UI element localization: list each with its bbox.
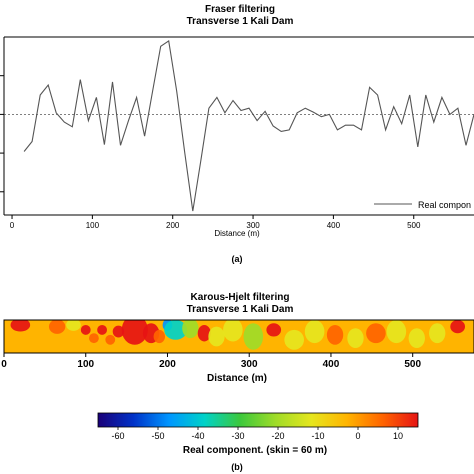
heatmap-anomaly xyxy=(182,320,199,339)
panel-a: Fraser filtering Transverse 1 Kali Dam 0… xyxy=(0,4,474,264)
panel-b-subtitle: Transverse 1 Kali Dam xyxy=(187,304,294,315)
x-tick-label: 200 xyxy=(166,221,180,230)
heatmap-anomaly xyxy=(153,329,166,344)
colorbar xyxy=(97,412,419,428)
x-tick-label: 400 xyxy=(327,221,341,230)
heatmap-anomaly xyxy=(80,324,91,335)
heatmap-frame xyxy=(3,319,474,354)
colorbar-tick-label: -40 xyxy=(191,431,204,441)
heatmap-anomaly xyxy=(366,323,386,344)
x-tick-label: 300 xyxy=(241,359,258,370)
panel-a-caption: (a) xyxy=(232,254,243,264)
panel-a-y-ticks xyxy=(0,75,4,193)
colorbar-tick-label: 0 xyxy=(355,431,360,441)
heatmap-anomaly xyxy=(326,324,344,345)
heatmap-anomaly xyxy=(34,322,48,335)
colorbar-tick-label: -60 xyxy=(111,431,124,441)
heatmap-anomaly xyxy=(66,320,81,331)
heatmap-anomaly xyxy=(208,326,225,347)
heatmap-anomaly xyxy=(284,329,304,350)
colorbar-tick-label: 10 xyxy=(393,431,403,441)
x-tick-label: 100 xyxy=(77,359,94,370)
heatmap-anomaly xyxy=(386,320,407,344)
colorbar-tick-label: -20 xyxy=(271,431,284,441)
panel-a-title: Fraser filtering xyxy=(205,4,275,15)
x-tick-label: 100 xyxy=(86,221,100,230)
heatmap-anomaly xyxy=(304,320,325,344)
heatmap-anomaly xyxy=(105,334,116,345)
panel-b: Karous-Hjelt filtering Transverse 1 Kali… xyxy=(1,292,474,472)
colorbar-tick-label: -10 xyxy=(311,431,324,441)
heatmap-anomaly xyxy=(197,324,211,342)
heatmap-anomaly xyxy=(243,323,264,350)
x-tick-label: 200 xyxy=(159,359,176,370)
panel-b-x-ticks: 0 100 200 300 400 500 xyxy=(1,353,421,370)
panel-a-x-ticks: 0 100 200 300 400 500 xyxy=(10,215,421,230)
x-tick-label: 0 xyxy=(10,221,15,230)
panel-b-x-axis-label: Distance (m) xyxy=(207,373,267,384)
panel-a-subtitle: Transverse 1 Kali Dam xyxy=(187,16,294,27)
heatmap-anomaly xyxy=(89,333,99,344)
colorbar-label: Real component. (skin = 60 m) xyxy=(183,445,327,456)
heatmap-anomaly xyxy=(97,324,107,335)
heatmap-anomaly xyxy=(10,320,31,332)
panel-a-x-axis-label: Distance (m) xyxy=(214,229,260,238)
real-component-line xyxy=(23,39,474,212)
colorbar-tick-label: -50 xyxy=(151,431,164,441)
heatmap-anomaly xyxy=(164,320,188,340)
x-tick-label: 400 xyxy=(323,359,340,370)
heatmap-anomaly xyxy=(223,320,243,342)
panel-b-title: Karous-Hjelt filtering xyxy=(191,292,290,303)
heatmap-anomaly xyxy=(408,328,425,349)
legend-label: Real compon xyxy=(418,200,471,210)
heatmap-anomaly xyxy=(266,323,282,337)
heatmap-anomaly xyxy=(429,323,446,344)
heatmap-anomaly xyxy=(48,320,66,334)
x-tick-label: 0 xyxy=(1,359,7,370)
heatmap-anomalies xyxy=(10,320,466,350)
x-tick-label: 500 xyxy=(404,359,421,370)
panel-b-caption: (b) xyxy=(231,462,243,472)
colorbar-ticks: -60 -50 -40 -30 -20 -10 0 10 xyxy=(111,427,403,441)
x-tick-label: 500 xyxy=(407,221,421,230)
heatmap-anomaly xyxy=(347,328,364,349)
x-tick-label: 300 xyxy=(246,221,260,230)
heatmap-anomaly xyxy=(112,325,125,338)
colorbar-tick-label: -30 xyxy=(231,431,244,441)
heatmap-anomaly xyxy=(450,320,466,334)
heatmap-anomaly xyxy=(121,320,148,345)
